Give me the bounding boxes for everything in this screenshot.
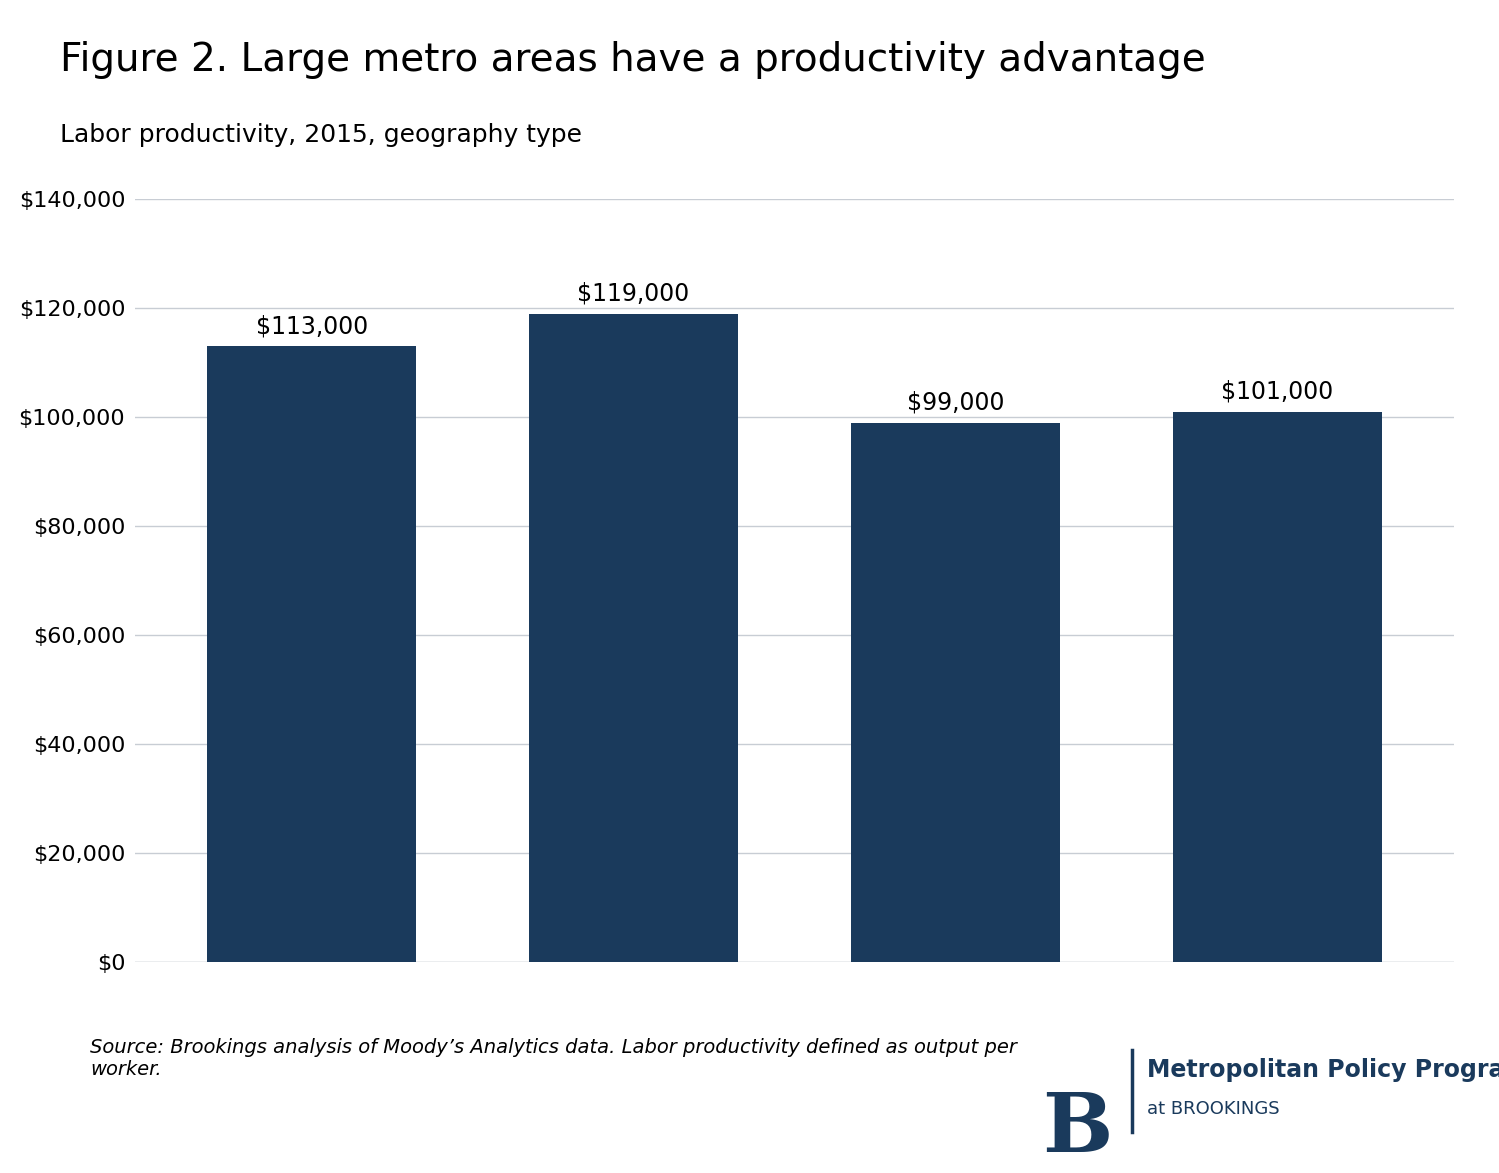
Text: at BROOKINGS: at BROOKINGS [1147,1100,1279,1118]
Text: B: B [1042,1089,1112,1168]
Bar [529,314,738,962]
Text: $101,000: $101,000 [1222,380,1333,404]
Text: Figure 2. Large metro areas have a productivity advantage: Figure 2. Large metro areas have a produ… [60,41,1205,79]
Text: $113,000: $113,000 [256,314,367,338]
Bar [207,346,417,962]
Bar [1172,412,1382,962]
Bar [851,422,1060,962]
Text: $119,000: $119,000 [577,282,690,306]
Text: Labor productivity, 2015, geography type: Labor productivity, 2015, geography type [60,123,582,147]
Text: $99,000: $99,000 [907,391,1004,414]
Text: Metropolitan Policy Program: Metropolitan Policy Program [1147,1058,1499,1082]
Text: Source: Brookings analysis of Moody’s Analytics data. Labor productivity defined: Source: Brookings analysis of Moody’s An… [90,1038,1016,1079]
